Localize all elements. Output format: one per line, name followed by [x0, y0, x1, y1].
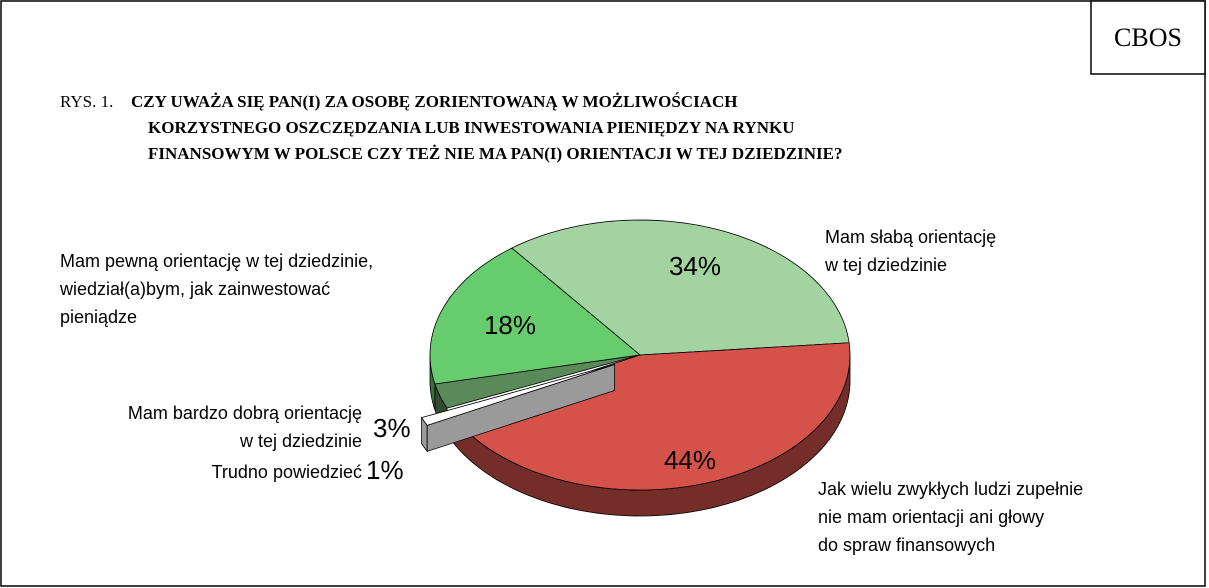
data-label: 34%	[669, 251, 721, 281]
category-label: Mam słabą orientację	[825, 227, 996, 247]
data-label: 1%	[366, 455, 404, 485]
category-label: Mam pewną orientację w tej dziedzinie,	[60, 251, 373, 271]
category-label: wiedział(a)bym, jak zainwestować	[59, 279, 330, 299]
category-label: Jak wielu zwykłych ludzi zupełnie	[818, 479, 1083, 499]
category-label: w tej dziedzinie	[824, 255, 947, 275]
data-label: 18%	[484, 310, 536, 340]
source-box	[1090, 0, 1206, 75]
chart-title: KORZYSTNEGO OSZCZĘDZANIA LUB INWESTOWANI…	[148, 118, 795, 137]
slice	[451, 342, 851, 491]
category-label: w tej dziedzinie	[239, 431, 362, 451]
chart-title: FINANSOWYM W POLSCE CZY TEŻ NIE MA PAN(I…	[148, 144, 842, 163]
chart-title: CZY UWAŻA SIĘ PAN(I) ZA OSOBĘ ZORIENTOWA…	[131, 92, 737, 111]
slice	[429, 247, 641, 385]
data-label: 3%	[373, 413, 411, 443]
category-label: Mam bardzo dobrą orientację	[128, 403, 362, 423]
category-label: Trudno powiedzieć	[212, 462, 362, 482]
category-label: pieniądze	[60, 307, 137, 327]
slice	[434, 354, 641, 409]
figure-label: RYS. 1.	[60, 92, 113, 111]
category-label: nie mam orientacji ani głowy	[818, 507, 1044, 527]
category-label: do spraw finansowych	[818, 535, 995, 555]
slice	[420, 364, 615, 426]
slice	[511, 219, 850, 356]
data-label: 44%	[664, 445, 716, 475]
source: CBOS	[1114, 23, 1182, 52]
